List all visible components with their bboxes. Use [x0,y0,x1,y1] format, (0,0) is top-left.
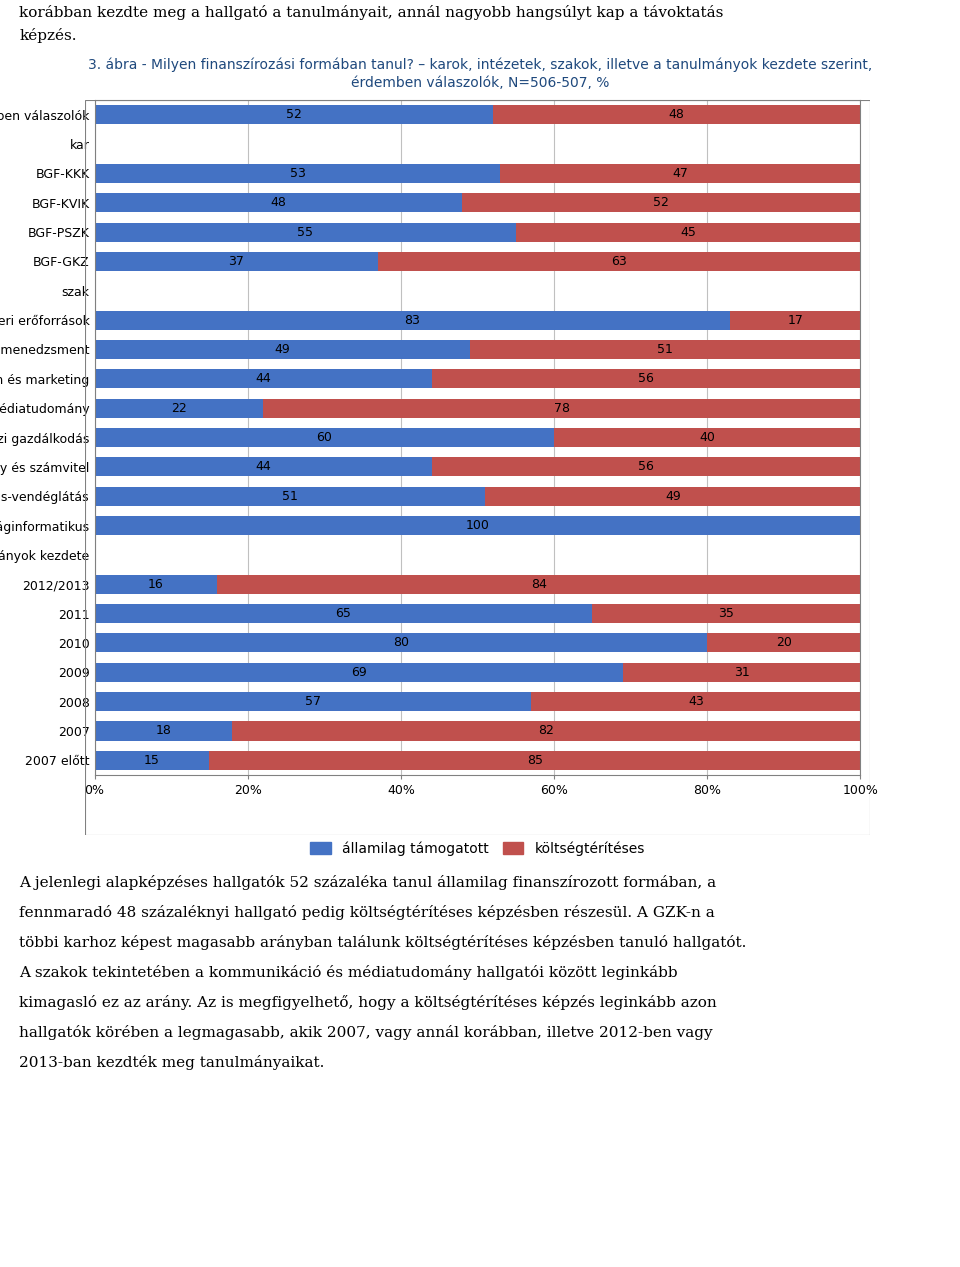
Bar [95,223,516,242]
Text: 49: 49 [275,343,290,356]
Text: 63: 63 [612,255,627,267]
Text: 80: 80 [393,636,409,650]
Text: 17: 17 [787,314,804,327]
Bar [516,223,860,242]
Bar [95,692,531,711]
Bar [731,310,860,329]
Text: 52: 52 [286,108,301,122]
Bar [95,369,432,389]
Bar [592,604,860,623]
Bar [500,163,860,182]
Bar [95,105,492,124]
Text: 45: 45 [680,226,696,238]
Text: képzés.: képzés. [19,28,77,43]
Bar [95,663,623,682]
Text: kimagasló ez az arány. Az is megfigyelhető, hogy a költségtérítéses képzés legin: kimagasló ez az arány. Az is megfigyelhe… [19,995,717,1010]
Bar [432,457,860,476]
Bar [95,516,860,535]
Text: 65: 65 [336,607,351,620]
Text: 69: 69 [351,665,367,679]
Bar [95,163,500,182]
Text: 44: 44 [255,460,271,474]
Bar [95,604,592,623]
Bar [531,692,860,711]
Text: hallgatók körében a legmagasabb, akik 2007, vagy annál korábban, illetve 2012-be: hallgatók körében a legmagasabb, akik 20… [19,1025,713,1040]
Text: 84: 84 [531,578,546,590]
Text: 15: 15 [144,754,160,767]
Text: többi karhoz képest magasabb arányban találunk költségtérítéses képzésben tanuló: többi karhoz képest magasabb arányban ta… [19,935,747,950]
Text: 51: 51 [658,343,673,356]
Text: 18: 18 [156,725,172,737]
Bar [95,457,432,476]
Text: 2013-ban kezdték meg tanulmányaikat.: 2013-ban kezdték meg tanulmányaikat. [19,1055,324,1071]
Bar [378,252,860,271]
Text: 60: 60 [317,431,332,443]
Text: 48: 48 [271,196,286,209]
Text: 85: 85 [527,754,543,767]
Bar [554,428,860,447]
Text: 55: 55 [298,226,313,238]
Bar [432,369,860,389]
Bar [95,751,209,770]
Text: 22: 22 [171,402,186,414]
Bar [623,663,860,682]
Text: 57: 57 [305,696,321,708]
Bar [492,105,860,124]
Text: 47: 47 [673,167,688,180]
Text: 83: 83 [404,314,420,327]
Text: 56: 56 [638,460,654,474]
Bar [95,193,462,213]
Text: 53: 53 [290,167,305,180]
Bar [95,634,708,653]
Bar [485,487,860,506]
Text: 52: 52 [654,196,669,209]
Bar [263,399,860,418]
Text: 56: 56 [638,372,654,385]
Bar [232,721,860,740]
Text: 48: 48 [669,108,684,122]
Text: korábban kezdte meg a hallgató a tanulmányait, annál nagyobb hangsúlyt kap a táv: korábban kezdte meg a hallgató a tanulmá… [19,5,724,20]
Text: érdemben válaszolók, N=506-507, %: érdemben válaszolók, N=506-507, % [350,76,610,90]
Text: 37: 37 [228,255,244,267]
Bar [95,487,485,506]
Text: A jelenlegi alapképzéses hallgatók 52 százaléka tanul államilag finanszírozott f: A jelenlegi alapképzéses hallgatók 52 sz… [19,875,716,889]
Text: A szakok tekintetében a kommunikáció és médiatudomány hallgatói között leginkább: A szakok tekintetében a kommunikáció és … [19,965,678,979]
Bar [95,575,217,594]
Text: 16: 16 [148,578,164,590]
Bar [209,751,860,770]
Text: 100: 100 [466,519,490,532]
Bar [95,399,263,418]
Bar [469,340,860,359]
Text: fennmaradó 48 százaléknyi hallgató pedig költségtérítéses képzésben részesül. A : fennmaradó 48 százaléknyi hallgató pedig… [19,905,715,920]
Text: 31: 31 [733,665,750,679]
Bar [462,193,860,213]
Text: 78: 78 [554,402,569,414]
Text: 49: 49 [665,490,681,503]
Bar [217,575,860,594]
Text: 3. ábra - Milyen finanszírozási formában tanul? – karok, intézetek, szakok, ille: 3. ábra - Milyen finanszírozási formában… [88,58,872,72]
Text: 35: 35 [718,607,734,620]
Bar [95,721,232,740]
Bar [95,340,469,359]
Bar [95,252,378,271]
Text: 40: 40 [699,431,715,443]
Bar [708,634,860,653]
Bar [95,428,554,447]
Bar [95,310,731,329]
Legend: államilag támogatott, költségtérítéses: államilag támogatott, költségtérítéses [304,836,651,862]
Text: 44: 44 [255,372,271,385]
Text: 82: 82 [539,725,554,737]
Text: 20: 20 [776,636,792,650]
Text: 43: 43 [688,696,704,708]
Text: 51: 51 [282,490,298,503]
